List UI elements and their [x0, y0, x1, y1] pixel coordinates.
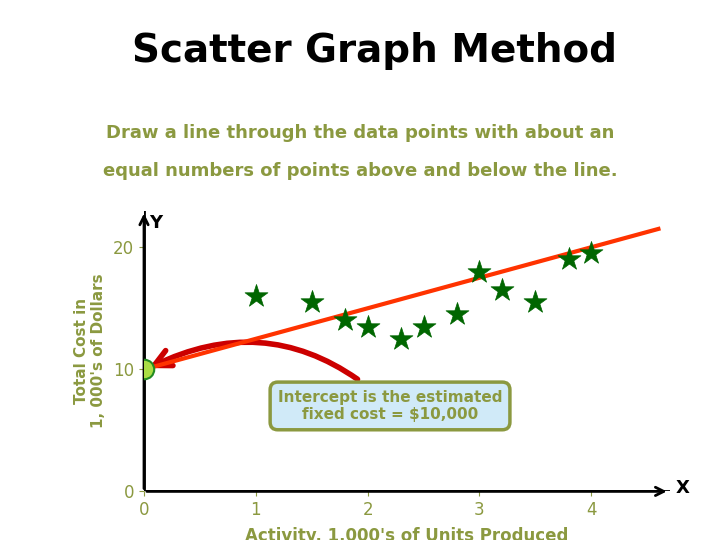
Text: equal numbers of points above and below the line.: equal numbers of points above and below …: [103, 162, 617, 180]
Point: [306, 298, 318, 307]
Point: [418, 322, 429, 331]
Point: [340, 316, 351, 325]
Point: [474, 267, 485, 276]
X-axis label: Activity, 1,000's of Units Produced: Activity, 1,000's of Units Produced: [245, 528, 569, 540]
Text: Y: Y: [150, 214, 163, 232]
Text: Scatter Graph Method: Scatter Graph Method: [132, 32, 617, 70]
Point: [496, 286, 508, 294]
Point: [451, 310, 463, 319]
Y-axis label: Total Cost in
1, 000's of Dollars: Total Cost in 1, 000's of Dollars: [74, 274, 107, 428]
Point: [585, 249, 597, 258]
Point: [530, 298, 541, 307]
Text: X: X: [675, 479, 689, 497]
Point: [563, 255, 575, 264]
Point: [395, 334, 407, 343]
Point: [362, 322, 374, 331]
Text: Draw a line through the data points with about an: Draw a line through the data points with…: [106, 124, 614, 142]
Point: [250, 292, 261, 300]
Text: Intercept is the estimated
fixed cost = $10,000: Intercept is the estimated fixed cost = …: [154, 342, 503, 422]
